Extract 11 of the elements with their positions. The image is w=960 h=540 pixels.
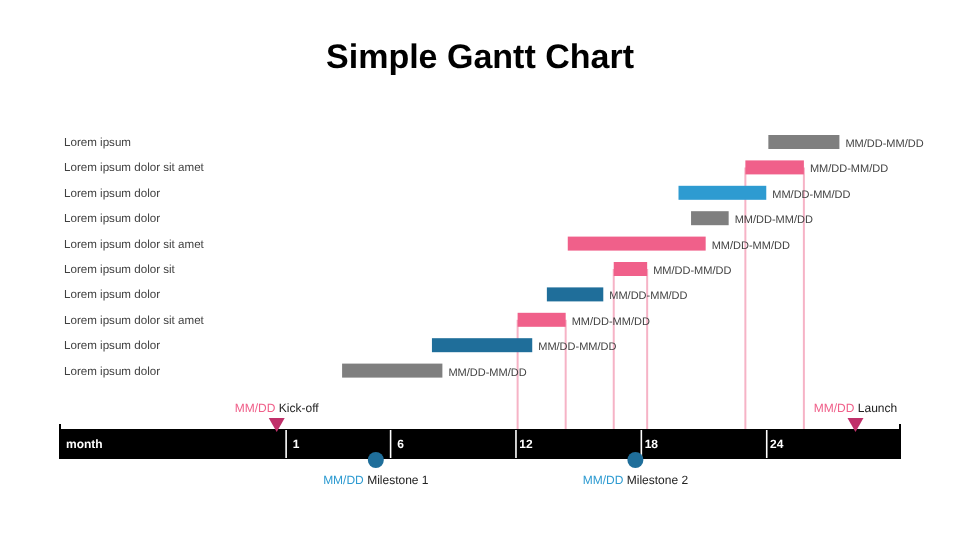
bar (745, 160, 804, 175)
bar (613, 262, 648, 276)
bar (567, 236, 706, 251)
bar (768, 135, 840, 149)
bar (678, 185, 767, 200)
bar (546, 287, 604, 302)
bar (691, 211, 729, 226)
chart-title: Simple Gantt Chart (326, 38, 635, 76)
bar (342, 363, 443, 378)
bar (431, 338, 533, 353)
bar (517, 312, 566, 327)
